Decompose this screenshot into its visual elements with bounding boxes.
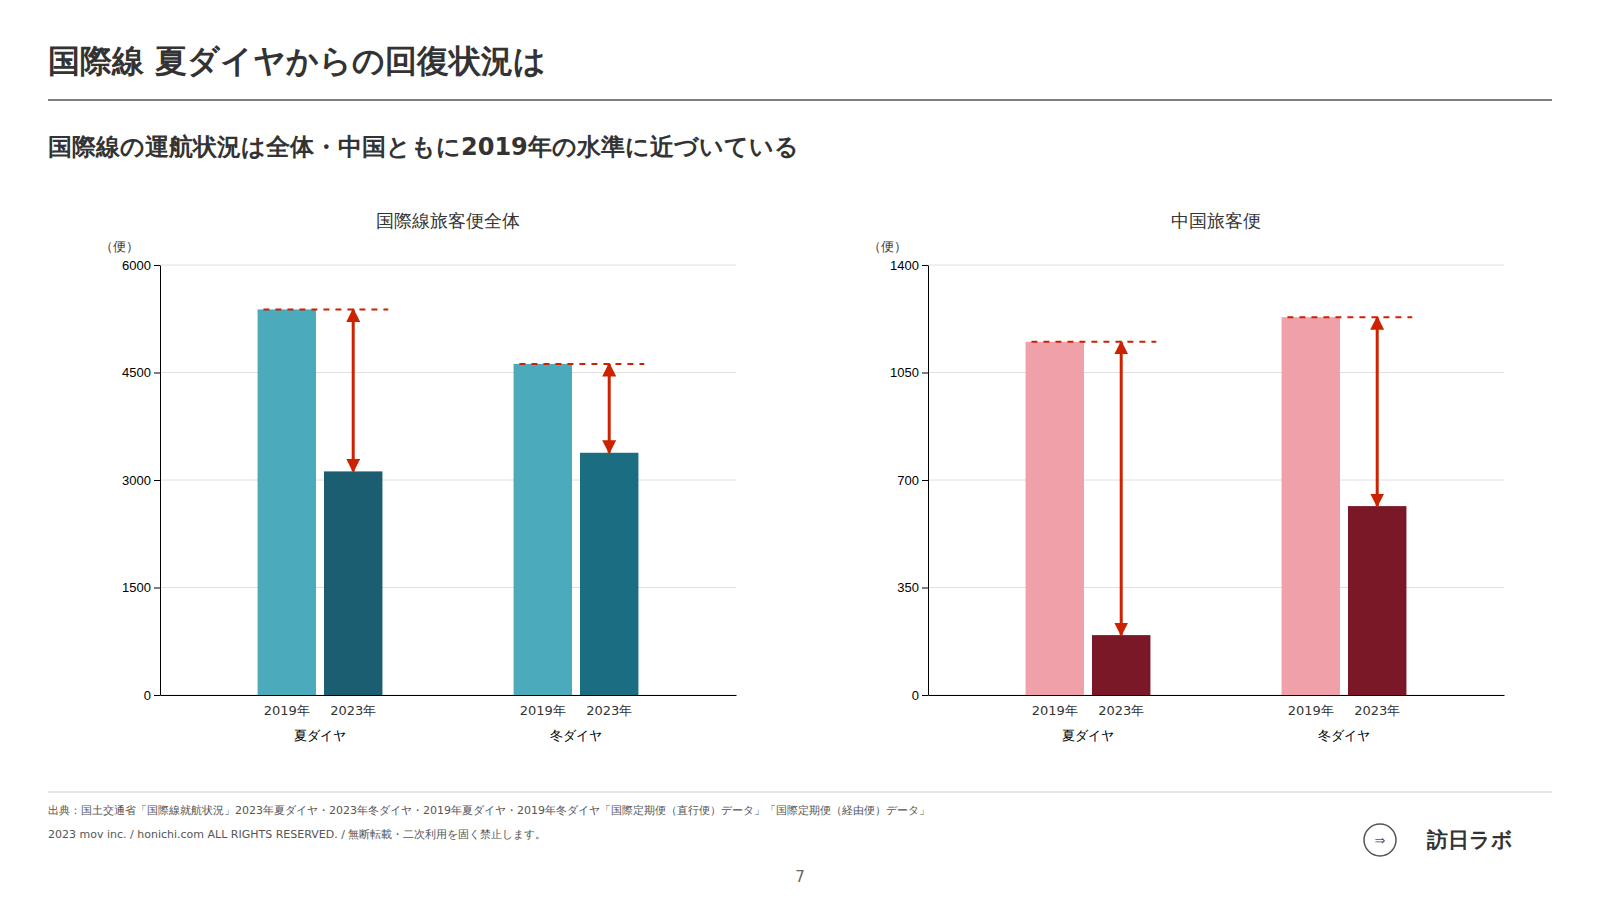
y-tick: 1500 bbox=[122, 580, 160, 595]
bar bbox=[324, 471, 382, 695]
bar-label: 2019年 bbox=[264, 703, 310, 718]
grid-line bbox=[160, 480, 736, 481]
change-arrow bbox=[608, 364, 611, 453]
bar bbox=[1092, 635, 1150, 695]
footer-rule bbox=[48, 792, 1552, 793]
y-tick-label: 700 bbox=[897, 473, 919, 488]
y-tick-mark bbox=[154, 480, 160, 481]
y-tick-mark bbox=[154, 265, 160, 266]
bar-label: 2023年 bbox=[330, 703, 376, 718]
y-axis-line bbox=[928, 266, 929, 696]
y-tick-label: 1400 bbox=[890, 258, 919, 273]
y-tick: 350 bbox=[897, 580, 928, 595]
grid bbox=[160, 265, 736, 695]
y-axis-title: （便） bbox=[868, 239, 907, 254]
x-axis-line bbox=[929, 695, 1505, 696]
reference-line bbox=[1287, 316, 1412, 318]
x-axis: 夏ダイヤ 冬ダイヤ bbox=[929, 695, 1505, 743]
x-tick-label: 冬ダイヤ bbox=[1318, 728, 1370, 743]
x-axis-line bbox=[161, 695, 737, 696]
grid bbox=[928, 265, 1504, 695]
bar-label: 2023年 bbox=[586, 703, 632, 718]
y-tick-mark bbox=[922, 695, 928, 696]
bar-label: 2023年 bbox=[1098, 703, 1144, 718]
y-tick-mark bbox=[922, 480, 928, 481]
title: 国際線 夏ダイヤからの回復状況は bbox=[48, 42, 546, 80]
logo-symbol: ⇒ bbox=[1375, 833, 1386, 848]
y-tick-label: 6000 bbox=[122, 258, 151, 273]
change-arrow bbox=[352, 309, 355, 471]
x-axis: 夏ダイヤ 冬ダイヤ bbox=[161, 695, 737, 743]
grid-line bbox=[928, 480, 1504, 481]
y-tick: 0 bbox=[912, 688, 928, 703]
change-arrow bbox=[1120, 342, 1123, 635]
subtitle: 国際線の運航状況は全体・中国ともに2019年の水準に近づいている bbox=[48, 133, 799, 161]
y-tick-mark bbox=[922, 373, 928, 374]
y-tick-mark bbox=[922, 265, 928, 266]
bar bbox=[1282, 317, 1340, 695]
y-axis: 0 1500 3000 4500 6000 bbox=[122, 258, 160, 703]
copyright-note: 2023 mov inc. / honichi.com ALL RIGHTS R… bbox=[48, 828, 546, 841]
page-number: 7 bbox=[795, 868, 805, 886]
y-tick: 1400 bbox=[890, 258, 928, 273]
bar bbox=[580, 453, 638, 695]
x-tick-label: 夏ダイヤ bbox=[294, 728, 346, 743]
y-tick: 0 bbox=[144, 688, 160, 703]
grid-line bbox=[928, 587, 1504, 588]
logo-text: 訪日ラボ bbox=[1426, 828, 1513, 852]
y-axis-title: （便） bbox=[100, 239, 139, 254]
y-tick-label: 3000 bbox=[122, 473, 151, 488]
grid-line bbox=[928, 265, 1504, 266]
y-tick-mark bbox=[154, 695, 160, 696]
y-tick: 700 bbox=[897, 473, 928, 488]
y-tick-label: 0 bbox=[912, 688, 919, 703]
reference-line bbox=[1031, 341, 1156, 343]
bar bbox=[1348, 506, 1406, 695]
bar-label: 2019年 bbox=[520, 703, 566, 718]
chart: 0 1500 3000 4500 6000 夏ダイヤ 冬ダイヤ 2019年 2019年 2023年… bbox=[100, 210, 737, 743]
y-tick-label: 1500 bbox=[122, 580, 151, 595]
chart-title: 中国旅客便 bbox=[1171, 210, 1261, 231]
bar bbox=[258, 309, 316, 695]
source-note: 出典：国土交通省「国際線就航状況」2023年夏ダイヤ・2023年冬ダイヤ・201… bbox=[48, 804, 930, 817]
y-tick-label: 0 bbox=[144, 688, 151, 703]
grid-line bbox=[160, 587, 736, 588]
logo-icon bbox=[1364, 824, 1396, 856]
grid-line bbox=[928, 695, 1504, 696]
plot-area bbox=[1026, 317, 1413, 695]
y-tick: 6000 bbox=[122, 258, 160, 273]
change-arrow bbox=[1376, 317, 1379, 506]
reference-line bbox=[263, 308, 388, 310]
y-tick-label: 4500 bbox=[122, 365, 151, 380]
y-tick: 1050 bbox=[890, 365, 928, 380]
grid-line bbox=[160, 695, 736, 696]
y-tick-mark bbox=[922, 588, 928, 589]
plot-area bbox=[258, 309, 645, 695]
bar bbox=[1026, 342, 1084, 695]
y-tick: 4500 bbox=[122, 365, 160, 380]
chart: 0 350 700 1050 1400 夏ダイヤ 冬ダイヤ 2019年 2019年 2023年 20… bbox=[868, 210, 1505, 743]
x-tick-label: 冬ダイヤ bbox=[550, 728, 602, 743]
bar-label: 2019年 bbox=[1032, 703, 1078, 718]
y-axis: 0 350 700 1050 1400 bbox=[890, 258, 928, 703]
y-tick-mark bbox=[154, 373, 160, 374]
bar bbox=[514, 364, 572, 695]
y-tick-label: 350 bbox=[897, 580, 919, 595]
title-rule bbox=[48, 99, 1552, 101]
y-tick-label: 1050 bbox=[890, 365, 919, 380]
bar-label: 2019年 bbox=[1288, 703, 1334, 718]
grid-line bbox=[160, 372, 736, 373]
page: 国際線 夏ダイヤからの回復状況は国際線の運航状況は全体・中国ともに2019年の水… bbox=[0, 0, 1600, 900]
y-tick: 3000 bbox=[122, 473, 160, 488]
x-tick-label: 夏ダイヤ bbox=[1062, 728, 1114, 743]
bar-label: 2023年 bbox=[1354, 703, 1400, 718]
grid-line bbox=[928, 372, 1504, 373]
y-axis-line bbox=[160, 266, 161, 696]
grid-line bbox=[160, 265, 736, 266]
chart-title: 国際線旅客便全体 bbox=[376, 210, 520, 231]
y-tick-mark bbox=[154, 588, 160, 589]
reference-line bbox=[519, 363, 644, 365]
